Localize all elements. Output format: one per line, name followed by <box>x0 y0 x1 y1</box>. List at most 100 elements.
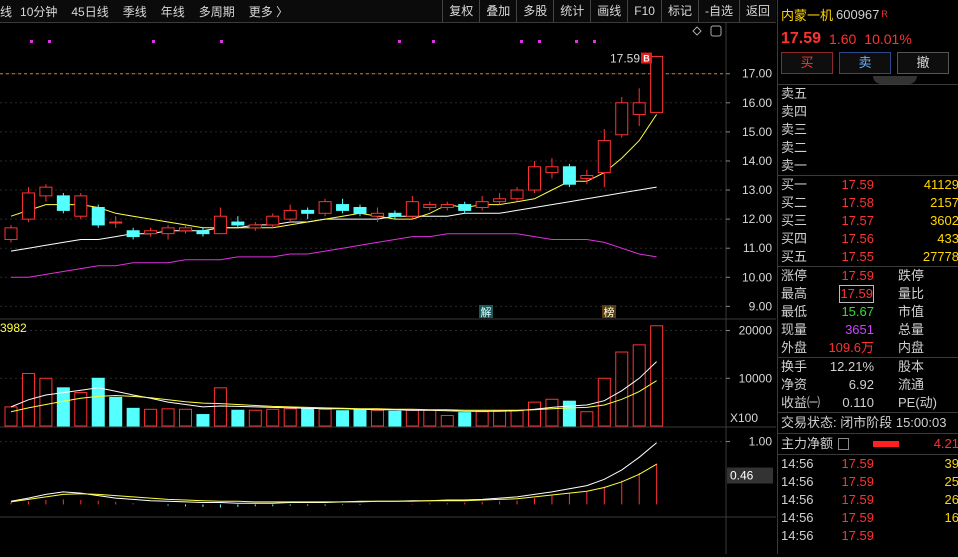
candle-body <box>301 209 315 214</box>
quote-value: 17.59 <box>841 268 874 283</box>
candle-body <box>144 230 158 235</box>
ask-row[interactable]: 卖三 <box>778 121 958 139</box>
stat-value: 0.110 <box>842 395 874 410</box>
candle-body <box>632 102 646 115</box>
tool-button[interactable]: 统计 <box>553 0 590 22</box>
tool-button[interactable]: 叠加 <box>479 0 516 22</box>
period-tab[interactable]: 10分钟 <box>20 4 58 19</box>
volume-bar <box>196 414 210 427</box>
y-tick-label: 14.00 <box>742 154 772 168</box>
ask-row[interactable]: 卖一 <box>778 157 958 175</box>
tool-button[interactable]: 画线 <box>590 0 627 22</box>
ask-label: 卖四 <box>781 104 808 119</box>
bid-row[interactable]: 买四 17.56 433 <box>778 230 958 248</box>
ask-row[interactable]: 卖五 <box>778 85 958 103</box>
bid-label: 买二 <box>781 195 808 210</box>
ask-row[interactable]: 卖四 <box>778 103 958 121</box>
tool-button[interactable]: 多股 <box>516 0 553 22</box>
volume-bar <box>528 401 541 427</box>
quote-key2: 市值 <box>898 304 925 319</box>
period-tab[interactable]: 更多 〉 <box>248 4 289 19</box>
candle-body <box>353 206 367 214</box>
candle-body <box>493 198 507 203</box>
y-tick-label: 11.00 <box>743 241 772 255</box>
candle-body <box>213 215 227 235</box>
stat-key: 收益㈠ <box>781 395 821 410</box>
ask-label: 卖五 <box>781 86 808 101</box>
bid-row[interactable]: 买一 17.59 41129 <box>778 176 958 194</box>
stat-value: 12.21% <box>829 359 874 374</box>
bid-volume: 2157 <box>930 195 958 210</box>
volume-bar <box>493 410 507 427</box>
list-icon[interactable] <box>838 438 849 450</box>
period-tab[interactable]: 线 <box>0 4 13 19</box>
stat-row: 收益㈠ 0.110 PE(动) <box>778 394 958 412</box>
tick-price: 17.59 <box>841 510 874 525</box>
quote-key: 涨停 <box>781 268 808 283</box>
tick-volume: 25 <box>944 474 958 489</box>
chart-svg[interactable]: 17.00 16.00 15.00 14.00 13.00 12.00 11.00 10.00… <box>0 23 776 554</box>
last-price: 17.59 <box>781 30 822 47</box>
tool-button[interactable]: 标记 <box>660 0 698 22</box>
volume-bar <box>405 409 419 427</box>
quote-row: 最低 15.67 市值 <box>778 303 958 321</box>
candle-body <box>458 204 472 211</box>
tool-button[interactable]: 返回 <box>738 0 776 22</box>
period-tab[interactable]: 年线 <box>160 4 185 19</box>
volume-bar <box>39 377 53 427</box>
bid-volume: 27778 <box>922 249 958 264</box>
tick-row: 14:56 17.59 39 <box>778 455 958 473</box>
candle-body <box>370 212 384 217</box>
candle-body <box>266 215 280 226</box>
volume-bar <box>126 407 140 427</box>
quote-key: 最低 <box>781 304 808 319</box>
y-tick-label: 17.00 <box>742 67 772 81</box>
candle-body <box>179 227 192 232</box>
period-tab[interactable]: 季线 <box>122 4 147 19</box>
ask-row[interactable]: 卖二 <box>778 139 958 157</box>
volume-bar <box>56 387 70 427</box>
tool-button[interactable]: F10 <box>627 0 661 22</box>
period-tab[interactable]: 45日线 <box>71 4 109 19</box>
bid-book: 买一 17.59 41129 买二 17.58 2157 买三 17.57 3602 买四 17.5… <box>778 176 958 266</box>
event-dot <box>220 40 223 43</box>
chevron-down-icon[interactable] <box>873 76 917 84</box>
volume-bar <box>440 415 454 427</box>
bid-row[interactable]: 买二 17.58 2157 <box>778 194 958 212</box>
ask-label: 卖二 <box>781 140 808 155</box>
bid-row[interactable]: 买五 17.55 27778 <box>778 248 958 266</box>
sell-button[interactable]: 卖 <box>839 52 891 74</box>
expand-handle[interactable] <box>778 76 958 84</box>
quote-key2: 跌停 <box>898 268 925 283</box>
y-tick-label: 10.00 <box>742 270 772 284</box>
candle-body <box>597 140 611 174</box>
ask-label: 卖三 <box>781 122 808 137</box>
tool-button[interactable]: 复权 <box>442 0 479 22</box>
candle-body <box>545 166 559 174</box>
volume-bar <box>336 410 350 427</box>
event-dot <box>538 40 541 43</box>
quote-key: 现量 <box>781 322 808 337</box>
volume-bar <box>179 408 192 427</box>
tick-row: 14:56 17.59 <box>778 527 958 545</box>
chart-area[interactable]: 17.00 16.00 15.00 14.00 13.00 12.00 11.00 10.00… <box>0 23 776 554</box>
volume-bar <box>318 408 332 427</box>
quote-key: 外盘 <box>781 340 808 355</box>
candle-body <box>336 204 350 211</box>
bid-price: 17.58 <box>841 195 874 210</box>
tool-button[interactable]: -自选 <box>697 0 739 22</box>
quote-key2: 总量 <box>898 322 925 337</box>
candle-body <box>283 209 297 220</box>
volume-ma-white <box>10 361 657 412</box>
ma-line-yellow <box>10 114 658 229</box>
event-dot <box>593 40 596 43</box>
tool-buttons: 复权 叠加 多股 统计 画线 F10 标记 -自选 返回 <box>442 0 776 22</box>
volume-bar <box>74 392 88 427</box>
buy-button[interactable]: 买 <box>781 52 833 74</box>
tick-row: 14:56 17.59 26 <box>778 491 958 509</box>
bid-row[interactable]: 买三 17.57 3602 <box>778 212 958 230</box>
y-tick-label: 1.00 <box>749 435 773 449</box>
cancel-button[interactable]: 撤 <box>897 52 949 74</box>
y-tick-label: 20000 <box>739 324 773 338</box>
period-tab[interactable]: 多周期 <box>198 4 235 19</box>
